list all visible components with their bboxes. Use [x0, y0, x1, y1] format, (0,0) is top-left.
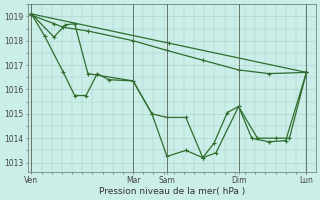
- X-axis label: Pression niveau de la mer( hPa ): Pression niveau de la mer( hPa ): [99, 187, 245, 196]
